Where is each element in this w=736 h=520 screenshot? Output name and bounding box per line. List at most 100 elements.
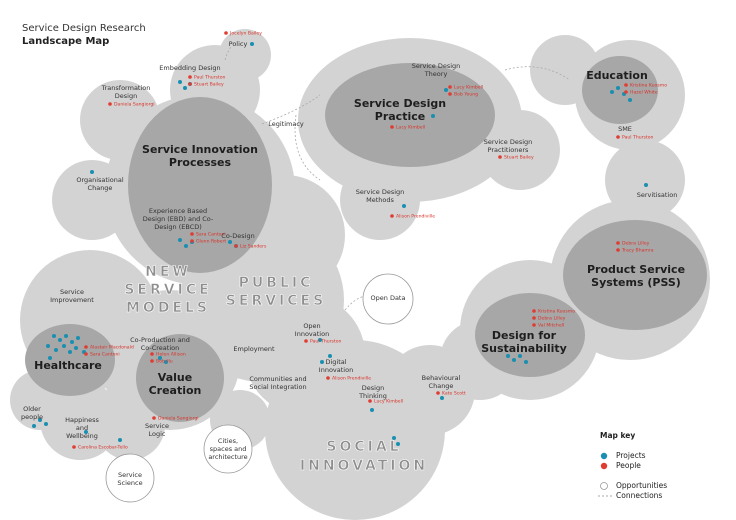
node-label: Open Data [371, 294, 406, 302]
project-dot [118, 438, 122, 442]
person-name: Alison Prendiville [332, 376, 371, 382]
key-swatch [600, 462, 608, 470]
project-dot [431, 114, 435, 118]
person-dot [616, 248, 620, 252]
person-name: Hazel White [630, 90, 658, 96]
region-word: PUBLIC [239, 275, 314, 291]
project-dot [444, 88, 448, 92]
person-name: Kate Scott [442, 391, 466, 397]
key-label: Opportunities [616, 481, 667, 490]
map-key: Map key Projects People Opportunities Co… [598, 431, 667, 500]
node-label: Design for [492, 329, 557, 342]
opportunity-circle [203, 424, 253, 474]
person-name: Liz Sanders [240, 244, 267, 250]
project-dot [506, 354, 510, 358]
person-name: Paul Thurston [310, 339, 342, 345]
project-dot [158, 356, 162, 360]
project-dot [512, 358, 516, 362]
project-dot [70, 340, 74, 344]
region-word: NEW [145, 264, 191, 280]
person-dot [390, 214, 394, 218]
project-dot [178, 80, 182, 84]
person-dot [150, 359, 154, 363]
person-dot [326, 376, 330, 380]
subtitle: Landscape Map [22, 36, 109, 47]
connection [261, 94, 321, 125]
project-dot [44, 422, 48, 426]
person-name: Stuart Bailey [194, 82, 224, 88]
connection [294, 114, 321, 181]
labels: Policy Jocelyn Bailey Embedding Design Paul… [21, 31, 685, 488]
person-name: Kristina Kuosmo [538, 309, 575, 315]
person-dot [224, 31, 228, 35]
person-dot [188, 82, 192, 86]
node-label: Thinking [358, 392, 387, 400]
core-blob [563, 220, 707, 330]
node-label: Service [145, 422, 169, 430]
person-name: Alastair Macdonald [90, 345, 134, 351]
node-label: Social Integration [249, 383, 306, 391]
connection [504, 66, 571, 81]
node-label: Co-Creation [141, 344, 179, 352]
person-name: Lucy Kimbell [454, 85, 483, 91]
connections [224, 45, 571, 311]
person-dot [624, 83, 628, 87]
node-label: Experience Based [149, 207, 207, 215]
person-dot [390, 125, 394, 129]
project-dot [68, 350, 72, 354]
project-dot [396, 442, 400, 446]
node-label: Product Service [587, 263, 685, 276]
node-label: Legitimacy [268, 120, 304, 128]
node-label: Service Design [356, 188, 405, 196]
core-regions [25, 56, 707, 422]
person-name: Helen Allison [156, 352, 186, 358]
person-name: Val Mitchell [538, 323, 564, 329]
project-dot [58, 338, 62, 342]
project-dot [38, 418, 42, 422]
node-label: Systems (PSS) [591, 276, 681, 289]
person-name: Sara Cantoni [90, 352, 120, 358]
node-label: Service Design [354, 97, 446, 110]
person-name: Sara Cantoni [196, 232, 226, 238]
person-dot [436, 391, 440, 395]
person-dot [532, 323, 536, 327]
node-label: Change [429, 382, 454, 390]
project-dot [52, 334, 56, 338]
project-dot [178, 238, 182, 242]
region-label: NEW SERVICE MODELS [124, 264, 211, 316]
project-dot [184, 244, 188, 248]
person-name: Daniela Sangiorgi [158, 416, 199, 422]
node-label: Organisational [76, 176, 124, 184]
project-dot [402, 204, 406, 208]
region-label: SOCIAL INNOVATION [300, 439, 428, 474]
node-label: Service Design [412, 62, 461, 70]
project-dot [76, 336, 80, 340]
project-dot [32, 424, 36, 428]
person-dot [304, 339, 308, 343]
person-dot [72, 445, 76, 449]
project-dot [518, 354, 522, 358]
node-label: Design [362, 384, 384, 392]
person-dot [108, 102, 112, 106]
project-dot [250, 42, 254, 46]
project-dot [84, 430, 88, 434]
core-blob [475, 293, 585, 377]
person-name: Paul Thurston [622, 135, 654, 141]
title: Service Design Research [22, 23, 146, 34]
region-word: MODELS [126, 300, 210, 316]
project-dot [48, 356, 52, 360]
region-word: SERVICES [226, 293, 326, 309]
node-label: Science [117, 479, 142, 487]
node-label: Employment [233, 345, 275, 353]
node-label: Service Innovation [142, 143, 258, 156]
node-label: Communities and [249, 375, 306, 383]
project-dot [54, 348, 58, 352]
node-label: Servitisation [637, 191, 678, 199]
person-dot [188, 75, 192, 79]
node-label: Processes [169, 156, 232, 169]
node-label: architecture [208, 453, 247, 461]
project-dot [228, 240, 232, 244]
person-dot [532, 316, 536, 320]
key-swatch [600, 482, 608, 490]
